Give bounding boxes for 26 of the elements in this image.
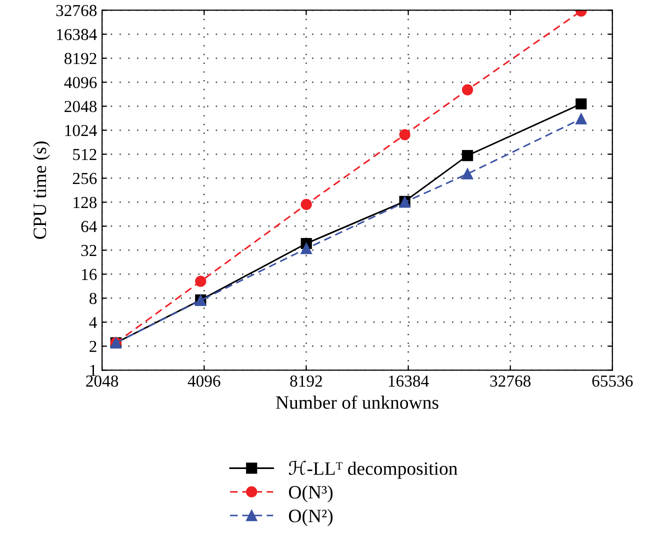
y-tick-label: 4096	[64, 76, 97, 88]
y-tick-label: 64	[81, 220, 97, 232]
x-tick-label: 65536	[592, 376, 633, 387]
legend-label: O(N³)	[288, 485, 333, 502]
y-tick-label: 1	[90, 364, 96, 376]
y-tick-label: 8192	[64, 52, 96, 64]
x-tick-label: 8192	[290, 375, 322, 387]
y-tick-label: 32768	[56, 4, 97, 16]
y-tick-label: 16384	[57, 28, 97, 40]
x-tick-label: 32768	[490, 375, 531, 387]
y-tick-label: 4	[89, 316, 97, 328]
y-tick-label: 32	[81, 244, 96, 256]
x-tick-label: 4096	[188, 375, 220, 387]
y-tick-label: 2	[90, 340, 96, 352]
y-axis-title: CPU time (s)	[32, 142, 50, 239]
legend-label: O(N²)	[288, 509, 333, 526]
x-tick-label: 16384	[388, 375, 429, 387]
y-tick-label: 1024	[65, 124, 97, 136]
y-tick-label: 128	[74, 196, 97, 208]
y-tick-label: 2048	[64, 100, 97, 112]
y-tick-label: 256	[72, 172, 97, 184]
y-tick-label: 16	[82, 268, 97, 280]
legend-label: ℋ-LLᵀ decomposition	[288, 460, 458, 479]
y-tick-label: 8	[90, 292, 97, 304]
x-axis-title: Number of unknowns	[276, 395, 438, 409]
y-tick-label: 512	[73, 148, 96, 160]
